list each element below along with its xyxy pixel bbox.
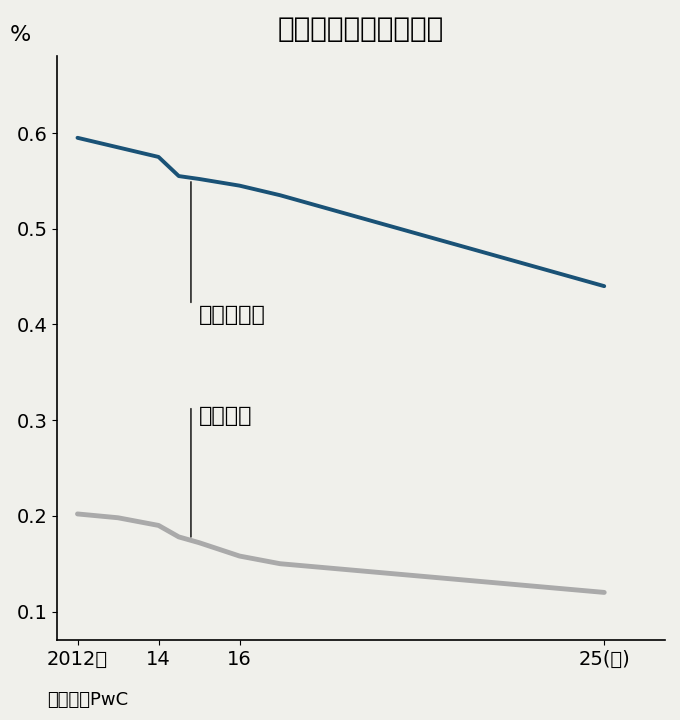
Y-axis label: %: % bbox=[10, 24, 31, 45]
Text: パッシブ: パッシブ bbox=[199, 406, 252, 426]
Text: （出所）PwC: （出所）PwC bbox=[48, 691, 129, 709]
Text: アクティブ: アクティブ bbox=[199, 305, 266, 325]
Title: 信託報酬は大きく低下: 信託報酬は大きく低下 bbox=[278, 15, 444, 43]
